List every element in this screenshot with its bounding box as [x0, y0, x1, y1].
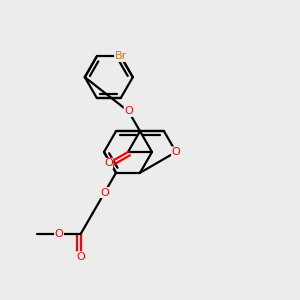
Text: O: O [100, 188, 109, 197]
Text: O: O [76, 252, 85, 262]
Text: O: O [104, 158, 112, 168]
Text: Br: Br [115, 51, 127, 62]
Text: O: O [124, 106, 133, 116]
Text: O: O [55, 229, 63, 239]
Text: O: O [172, 147, 180, 157]
